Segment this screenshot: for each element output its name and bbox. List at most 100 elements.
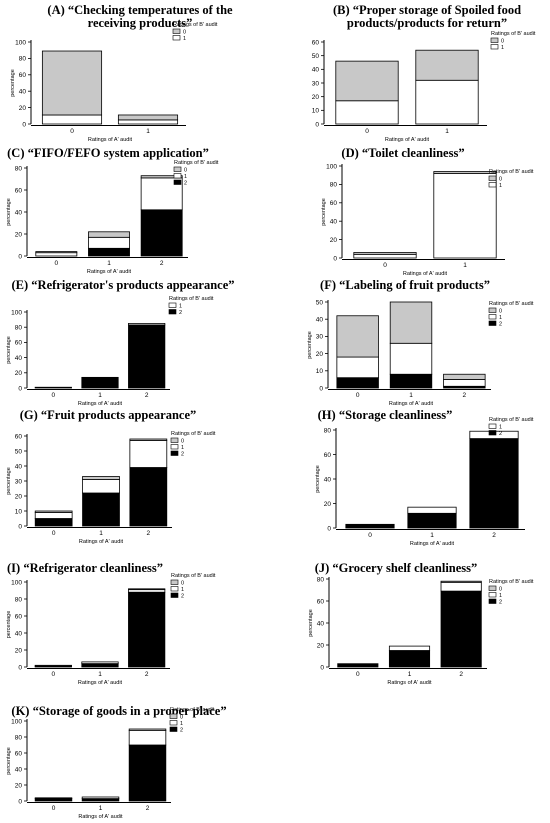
legend-swatch [173,179,182,185]
y-tick-label: 80 [15,734,23,741]
legend-label: 2 [180,727,183,733]
bar-segment [34,386,72,389]
bar-segment [34,512,73,519]
x-tick-label: 2 [160,260,164,267]
bar-segment [353,253,417,259]
y-tick-label: 60 [19,72,27,79]
bar-segment [469,438,519,529]
y-tick-label: 100 [326,163,337,170]
y-tick-label: 40 [330,219,338,226]
bar-segment [389,373,433,389]
y-tick-label: 0 [18,664,22,671]
y-axis-label: percentage [6,747,12,775]
legend-swatch [488,592,497,598]
chart-title: (A) “Checking temperatures of the receivi… [0,4,280,30]
x-tick-label: 2 [459,671,463,678]
x-tick-label: 0 [365,128,369,135]
legend-swatch [172,35,181,41]
legend-swatch [490,44,499,50]
legend-title: Ratings of B' audit [171,573,216,579]
x-tick-label: 0 [368,532,372,539]
y-tick-label: 20 [330,237,338,244]
y-tick-label: 0 [327,525,331,532]
bar-segment [388,650,431,668]
bar-segment [128,730,167,746]
chart-title: (E) “Refrigerator's products appearance” [0,279,246,292]
y-tick-label: 60 [15,187,23,194]
legend-label: 1 [499,424,502,430]
y-tick-label: 0 [22,121,26,128]
legend-label: 0 [501,38,504,44]
y-tick-label: 60 [15,750,23,757]
x-tick-label: 1 [98,392,102,399]
x-tick-label: 1 [430,532,434,539]
legend-label: 1 [499,315,502,321]
x-axis-label: Ratings of A' audit [78,401,123,407]
y-axis-label: percentage [321,198,327,226]
bar-segment [140,209,183,257]
bar-segment [440,590,482,668]
legend-swatch [488,423,497,429]
legend-label: 2 [499,431,502,437]
y-tick-label: 100 [11,579,22,586]
bar-segment [82,492,120,527]
y-tick-label: 0 [319,385,323,392]
x-tick-label: 1 [99,805,103,812]
y-tick-label: 50 [15,448,23,455]
legend-swatch [488,314,497,320]
x-tick-label: 1 [99,530,103,537]
x-axis-label: Ratings of A' audit [403,271,448,277]
bar-segment [336,377,379,389]
panel-d: (D) “Toilet cleanliness” 0 1 0 20 40 60 80 100 pe… [275,142,550,278]
chart-title: (J) “Grocery shelf cleanliness” [275,562,517,575]
bar-segment [35,252,78,257]
bar-segment [117,114,179,121]
legend-label: 1 [180,721,183,727]
bar-segment [440,581,482,592]
x-tick-label: 1 [107,260,111,267]
bar-segment [88,247,130,257]
bar-segment [128,591,166,668]
legend-label: 1 [501,45,504,51]
x-tick-label: 0 [70,128,74,135]
y-tick-label: 40 [15,355,23,362]
x-tick-label: 1 [445,128,449,135]
x-tick-label: 1 [408,671,412,678]
bar-segment [81,796,120,799]
x-axis-label: Ratings of A' audit [78,814,123,820]
y-tick-label: 20 [317,642,325,649]
bar-segment [35,251,78,254]
legend-swatch [173,173,182,179]
legend-swatch [488,182,497,188]
chart-title-line: products/products for return” [346,16,508,30]
panel-b: (B) “Proper storage of Spoiled food produ… [275,0,550,144]
y-tick-label: 60 [15,340,23,347]
legend-title: Ratings of B' audit [489,169,534,175]
y-axis-label: percentage [6,336,12,364]
panel-e: (E) “Refrigerator's products appearance”… [0,274,275,408]
panel-a: (A) “Checking temperatures of the receivi… [0,0,275,144]
bar-segment [81,376,119,389]
x-axis-label: Ratings of A' audit [88,137,133,143]
chart-title-line: (G) “Fruit products appearance” [19,408,197,422]
bar-segment [388,645,431,651]
bar-segment [415,79,479,125]
x-axis-label: Ratings of A' audit [78,680,123,686]
legend-label: 1 [184,174,187,180]
bar-segment [407,506,457,514]
y-tick-label: 10 [316,368,324,375]
legend-label: 1 [183,36,186,42]
legend-title: Ratings of B' audit [489,417,534,423]
panel-h: (H) “Storage cleanliness” 0 1 2 0 20 40 60 80 per… [275,406,550,548]
y-tick-label: 0 [18,253,22,260]
y-tick-label: 100 [15,39,26,46]
y-tick-label: 20 [15,782,23,789]
bar-segment [336,315,379,358]
legend-label: 2 [184,180,187,186]
legend-swatch [169,726,178,732]
legend-title: Ratings of B' audit [174,160,219,166]
legend-label: 1 [179,303,182,309]
